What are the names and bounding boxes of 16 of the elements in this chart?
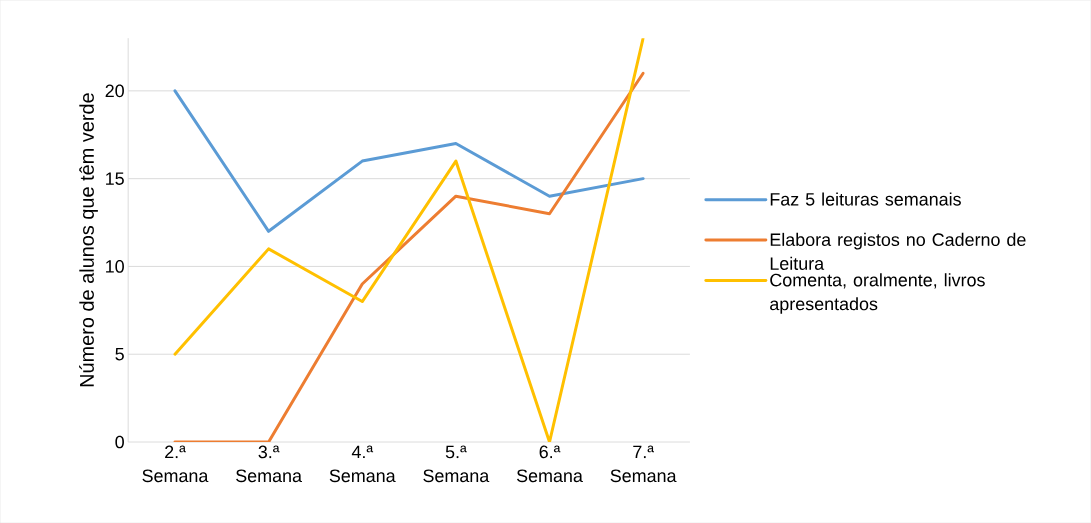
y-tick-label: 15 xyxy=(106,172,124,185)
y-tick-label: 10 xyxy=(106,259,124,273)
x-tick-label: 7.ª Semana xyxy=(610,445,677,483)
y-tick-label: 5 xyxy=(115,347,124,361)
x-tick-label: 4.ª Semana xyxy=(329,445,396,483)
legend-label: Elabora registos no Caderno de Leitura xyxy=(770,232,1026,270)
y-axis-title: Número de alunos que têm verde xyxy=(79,93,98,387)
x-tick-label: 3.ª Semana xyxy=(236,445,302,483)
y-tick-label: 20 xyxy=(105,84,124,98)
line-series xyxy=(173,89,645,233)
x-tick-label: 5.ª Semana xyxy=(423,445,490,483)
x-tick-label: 6.ª Semana xyxy=(516,445,583,483)
legend-label: Comenta, oralmente, livros apresentados xyxy=(770,273,985,314)
x-tick-label: 2.ª Semana xyxy=(142,445,209,483)
y-tick-label: 0 xyxy=(115,435,124,449)
legend-label: Faz 5 leituras semanais xyxy=(770,192,961,206)
